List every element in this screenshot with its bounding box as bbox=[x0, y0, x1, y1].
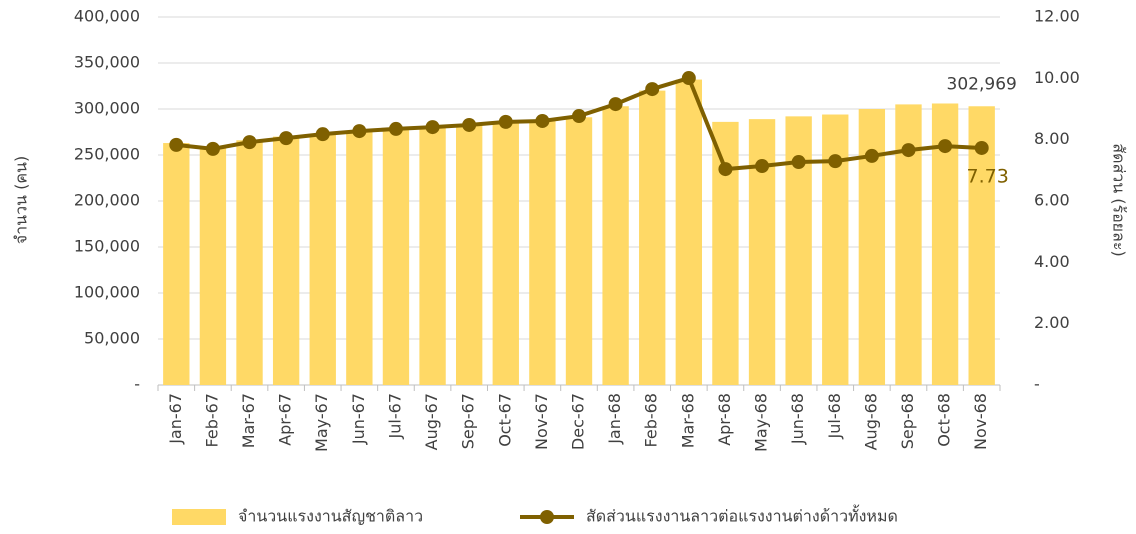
y-tick-label: 250,000 bbox=[74, 145, 140, 164]
line-marker bbox=[498, 114, 513, 129]
x-tick-label: Mar-68 bbox=[678, 393, 697, 448]
y2-tick-label: - bbox=[1034, 375, 1040, 394]
y2-tick-label: 10.00 bbox=[1034, 68, 1080, 87]
bar bbox=[492, 122, 519, 386]
x-tick-label: Dec-67 bbox=[569, 393, 588, 450]
x-tick-label: Aug-67 bbox=[422, 393, 441, 450]
y2-tick-label: 6.00 bbox=[1034, 191, 1070, 210]
line-marker bbox=[901, 143, 916, 158]
x-tick-label: Oct-68 bbox=[935, 393, 954, 447]
y-tick-label: - bbox=[134, 375, 140, 394]
bar bbox=[748, 119, 776, 386]
y2-tick-label: 12.00 bbox=[1034, 7, 1080, 26]
line-marker bbox=[681, 71, 696, 86]
line-marker bbox=[718, 162, 733, 177]
line-marker bbox=[279, 131, 294, 146]
x-tick-label: Jun-67 bbox=[349, 393, 368, 445]
bar bbox=[163, 143, 190, 385]
line-marker bbox=[828, 154, 843, 169]
x-tick-label: Jan-68 bbox=[605, 393, 624, 445]
line-marker bbox=[205, 141, 220, 156]
x-tick-label: Feb-67 bbox=[202, 393, 221, 447]
bar bbox=[455, 124, 483, 385]
line-marker bbox=[645, 82, 660, 97]
x-tick-label: Jun-68 bbox=[788, 393, 807, 445]
y-tick-label: 200,000 bbox=[74, 191, 140, 210]
bar bbox=[419, 126, 446, 385]
bar bbox=[346, 131, 373, 385]
x-tick-label: Aug-68 bbox=[861, 393, 880, 450]
x-tick-label: Apr-68 bbox=[715, 393, 734, 446]
y2-tick-label: 2.00 bbox=[1034, 313, 1070, 332]
y-tick-label: 300,000 bbox=[74, 99, 140, 118]
bar bbox=[199, 147, 227, 385]
y-tick-label: 150,000 bbox=[74, 237, 140, 256]
line-marker bbox=[535, 113, 550, 128]
line-marker bbox=[352, 124, 367, 139]
y-tick-label: 350,000 bbox=[74, 53, 140, 72]
bar bbox=[602, 106, 629, 386]
x-tick-label: Sep-67 bbox=[459, 393, 478, 449]
x-tick-label: May-68 bbox=[752, 393, 771, 452]
line-marker bbox=[755, 159, 770, 174]
bar bbox=[639, 90, 666, 385]
bar bbox=[309, 133, 336, 385]
y-axis-title: จำนวน (คน) bbox=[12, 156, 31, 244]
y2-tick-label: 8.00 bbox=[1034, 129, 1070, 148]
x-tick-label: Feb-68 bbox=[642, 393, 661, 447]
line-marker bbox=[388, 121, 403, 136]
x-tick-label: Jan-67 bbox=[166, 393, 185, 445]
bar bbox=[675, 79, 703, 385]
line-marker bbox=[864, 148, 879, 163]
line-value-label: 7.73 bbox=[967, 165, 1009, 187]
y-tick-label: 50,000 bbox=[84, 329, 140, 348]
y-tick-label: 100,000 bbox=[74, 283, 140, 302]
x-tick-label: May-67 bbox=[312, 393, 331, 452]
line-marker bbox=[169, 137, 184, 152]
line-marker bbox=[425, 120, 440, 135]
bar bbox=[272, 136, 300, 385]
line-marker bbox=[315, 127, 330, 142]
line-marker bbox=[608, 97, 623, 112]
x-tick-label: Sep-68 bbox=[898, 393, 917, 449]
bar bbox=[712, 121, 739, 385]
x-tick-label: Mar-67 bbox=[239, 393, 258, 448]
bar-value-label: 302,969 bbox=[947, 74, 1017, 94]
bar bbox=[565, 117, 593, 385]
legend-swatch bbox=[172, 509, 226, 525]
x-tick-label: Nov-67 bbox=[532, 393, 551, 450]
y2-axis-title: สัดส่วน (ร้อยละ) bbox=[1110, 143, 1129, 256]
x-tick-label: Jul-67 bbox=[385, 393, 404, 439]
line-marker bbox=[791, 155, 806, 170]
line-marker bbox=[242, 135, 257, 150]
bar bbox=[236, 140, 263, 385]
line-marker bbox=[974, 140, 989, 155]
x-tick-label: Apr-67 bbox=[276, 393, 295, 446]
x-tick-label: Oct-67 bbox=[495, 393, 514, 447]
x-tick-label: Nov-68 bbox=[971, 393, 990, 450]
line-marker bbox=[572, 109, 586, 124]
y2-tick-label: 4.00 bbox=[1034, 252, 1070, 271]
legend-label: จำนวนแรงงานสัญชาติลาว bbox=[238, 507, 423, 526]
line-marker bbox=[462, 117, 477, 132]
bar bbox=[529, 120, 556, 386]
bar bbox=[382, 128, 410, 385]
x-tick-label: Jul-68 bbox=[825, 393, 844, 439]
y-tick-label: 400,000 bbox=[74, 7, 140, 26]
legend-label: สัดส่วนแรงงานลาวต่อแรงงานต่างด้าวทั้งหมด bbox=[586, 505, 898, 526]
legend-swatch bbox=[540, 510, 554, 524]
line-marker bbox=[938, 139, 953, 154]
